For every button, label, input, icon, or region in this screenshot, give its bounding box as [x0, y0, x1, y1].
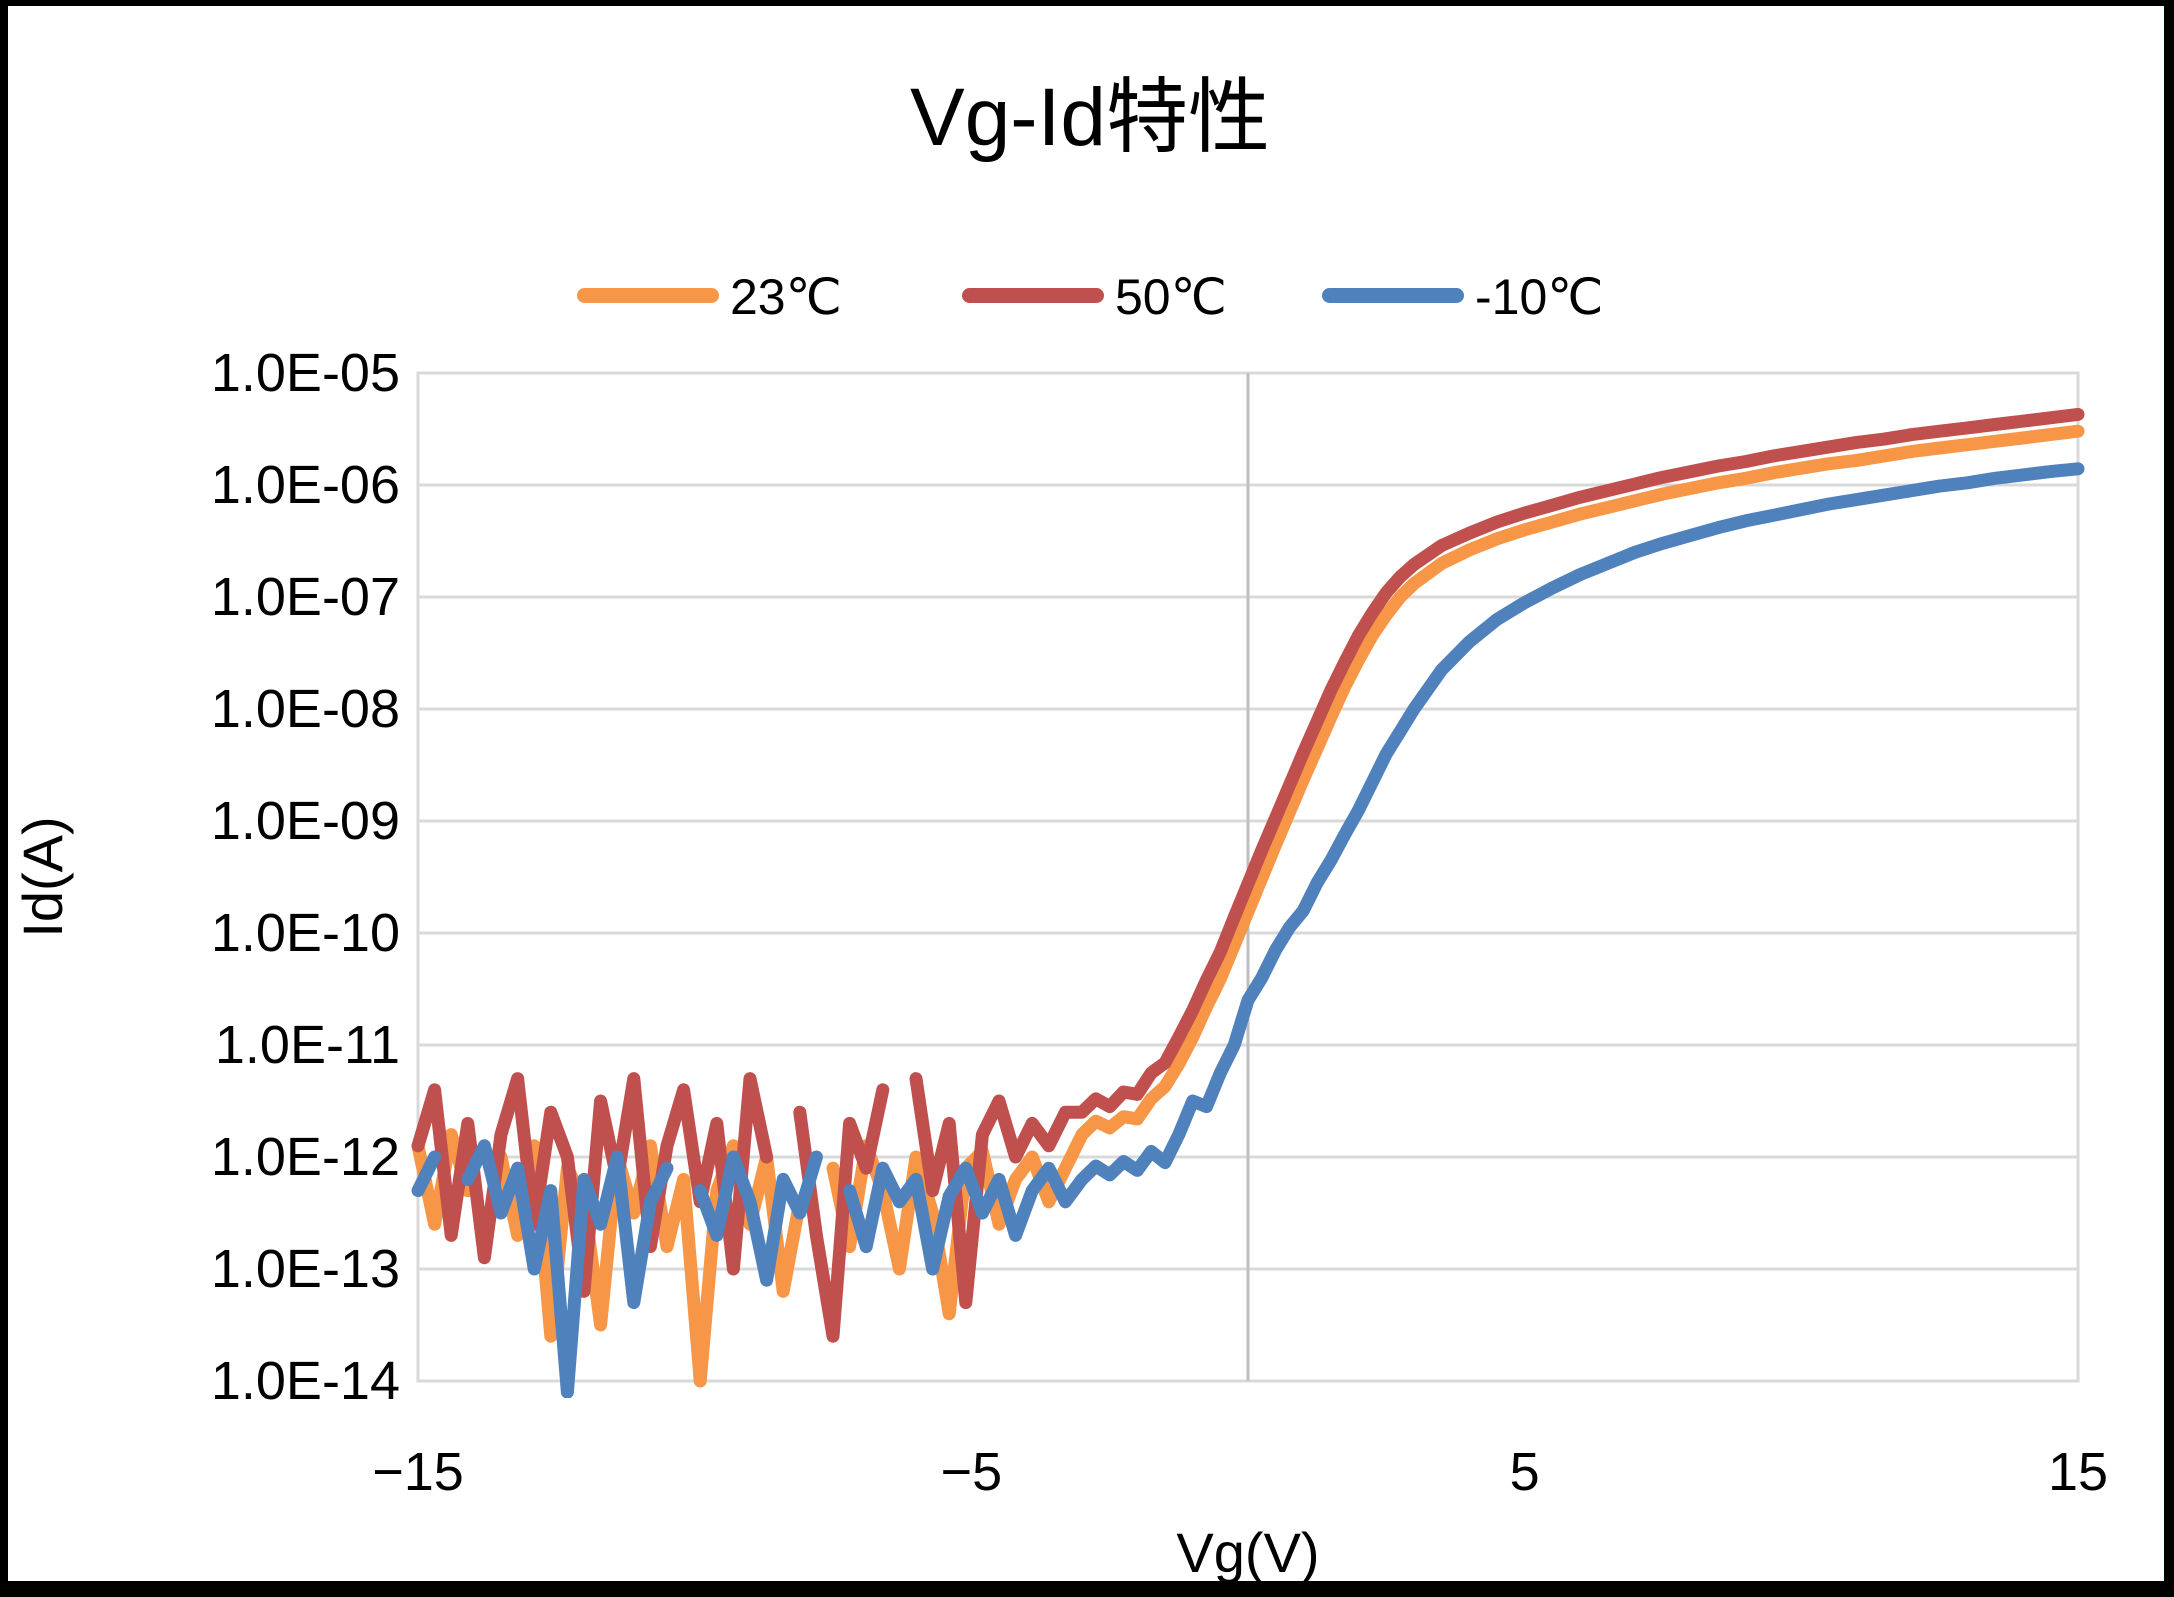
x-tick-label: −5 [941, 1442, 1003, 1502]
y-tick-label: 1.0E-06 [211, 455, 400, 515]
legend-label-50c: 50℃ [1115, 269, 1227, 325]
y-tick-label: 1.0E-12 [211, 1127, 400, 1187]
y-tick-label: 1.0E-11 [215, 1015, 400, 1075]
chart-title: Vg-Id特性 [910, 72, 1270, 163]
y-tick-label: 1.0E-08 [211, 679, 400, 739]
y-tick-label: 1.0E-10 [211, 903, 400, 963]
series-line--10℃ [411, 462, 2085, 1398]
legend-label-minus10c: -10℃ [1475, 269, 1603, 325]
legend: 23℃ 50℃ -10℃ [577, 269, 1603, 325]
legend-swatch-50c [962, 288, 1104, 303]
data-series [411, 407, 2085, 1398]
y-tick-label: 1.0E-09 [211, 791, 400, 851]
y-tick-label: 1.0E-13 [211, 1239, 400, 1299]
x-tick-label: 15 [2048, 1442, 2108, 1502]
x-tick-label: 5 [1510, 1442, 1540, 1502]
x-axis-title: Vg(V) [1176, 1521, 1319, 1584]
y-tick-label: 1.0E-07 [211, 567, 400, 627]
chart-background [8, 6, 2164, 1581]
legend-swatch-23c [577, 288, 719, 303]
x-tick-label: −15 [372, 1442, 464, 1502]
x-axis-tick-labels: −15 −5 5 15 [372, 1442, 2108, 1502]
y-tick-label: 1.0E-14 [211, 1351, 400, 1411]
legend-swatch-minus10c [1322, 288, 1464, 303]
y-tick-label: 1.0E-05 [211, 343, 400, 403]
y-axis-title: Id(A) [11, 816, 74, 937]
y-axis-tick-labels: 1.0E-05 1.0E-06 1.0E-07 1.0E-08 1.0E-09 1.0E-… [211, 343, 400, 1411]
legend-label-23c: 23℃ [730, 269, 842, 325]
